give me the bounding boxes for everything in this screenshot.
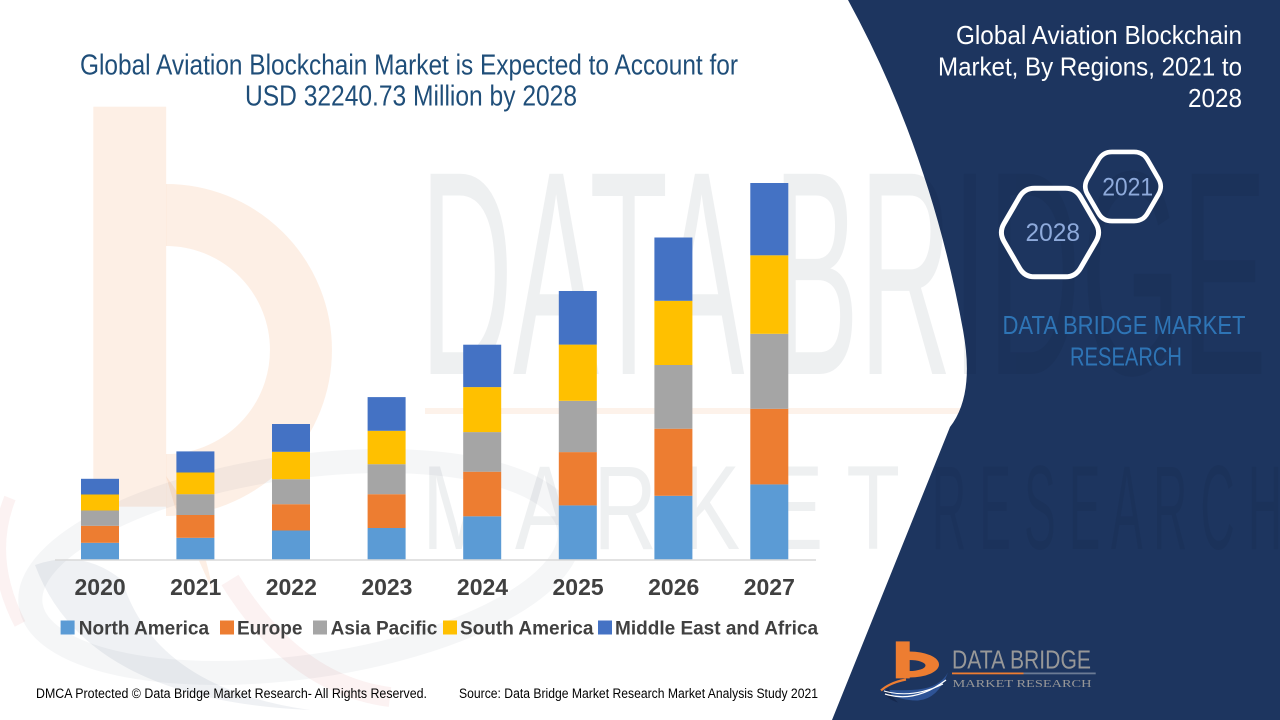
svg-text:2024: 2024 xyxy=(457,574,508,600)
svg-text:DMCA Protected © Data Bridge M: DMCA Protected © Data Bridge Market Rese… xyxy=(36,686,427,701)
svg-text:2028: 2028 xyxy=(1188,83,1242,113)
svg-text:USD 32240.73 Million by 2028: USD 32240.73 Million by 2028 xyxy=(245,81,577,113)
svg-text:DATA BRIDGE: DATA BRIDGE xyxy=(952,645,1091,675)
svg-text:2021: 2021 xyxy=(170,574,221,600)
svg-text:South America: South America xyxy=(460,619,594,640)
svg-text:North America: North America xyxy=(79,619,210,640)
svg-text:Middle East and Africa: Middle East and Africa xyxy=(615,619,818,640)
svg-text:Market, By Regions, 2021 to: Market, By Regions, 2021 to xyxy=(938,52,1242,82)
svg-text:2025: 2025 xyxy=(553,574,604,600)
svg-text:DATA BRIDGE MARKET: DATA BRIDGE MARKET xyxy=(1003,310,1246,340)
svg-text:Europe: Europe xyxy=(237,619,302,640)
svg-text:2021: 2021 xyxy=(1102,174,1153,202)
svg-text:2027: 2027 xyxy=(744,574,795,600)
svg-text:Source: Data Bridge Market Res: Source: Data Bridge Market Research Mark… xyxy=(459,686,818,701)
svg-text:R E S E A R C H: R E S E A R C H xyxy=(932,441,1280,575)
svg-text:2022: 2022 xyxy=(266,574,317,600)
svg-text:2026: 2026 xyxy=(648,574,699,600)
svg-text:2023: 2023 xyxy=(361,574,412,600)
svg-text:2028: 2028 xyxy=(1026,219,1081,247)
svg-text:MARKET RESEARCH: MARKET RESEARCH xyxy=(953,678,1092,690)
svg-text:Global Aviation Blockchain Mar: Global Aviation Blockchain Market is Exp… xyxy=(80,50,738,82)
svg-text:Asia Pacific: Asia Pacific xyxy=(331,619,438,640)
svg-text:RESEARCH: RESEARCH xyxy=(1070,342,1182,372)
svg-text:Global Aviation Blockchain: Global Aviation Blockchain xyxy=(956,20,1242,50)
svg-text:2020: 2020 xyxy=(75,574,126,600)
